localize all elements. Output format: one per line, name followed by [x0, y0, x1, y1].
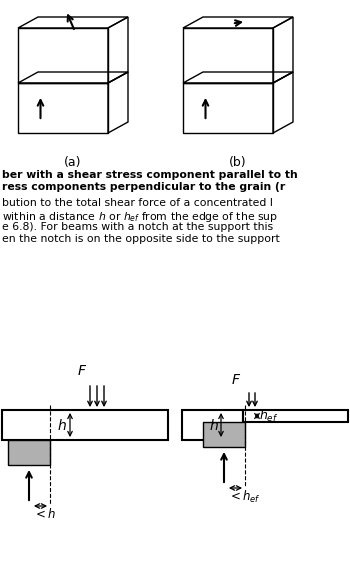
Text: bution to the total shear force of a concentrated l: bution to the total shear force of a con… [2, 198, 273, 208]
Text: ress components perpendicular to the grain (r: ress components perpendicular to the gra… [2, 182, 285, 192]
Text: $h_{ef}$: $h_{ef}$ [259, 408, 279, 424]
Text: en the notch is on the opposite side to the support: en the notch is on the opposite side to … [2, 234, 280, 244]
Bar [182, 410, 243, 440]
Bar [2, 410, 168, 440]
Text: $F$: $F$ [231, 373, 241, 387]
Bar [203, 422, 245, 447]
Bar [243, 410, 348, 422]
Text: (a): (a) [64, 156, 82, 169]
Text: (b): (b) [229, 156, 247, 169]
Text: ber with a shear stress component parallel to th: ber with a shear stress component parall… [2, 170, 298, 180]
Bar [8, 440, 50, 465]
Text: e 6.8). For beams with a notch at the support this: e 6.8). For beams with a notch at the su… [2, 222, 273, 232]
Text: $F$: $F$ [77, 364, 87, 378]
Text: $h$: $h$ [209, 417, 219, 433]
Text: $<h_{ef}$: $<h_{ef}$ [228, 489, 261, 505]
Text: $< h$: $< h$ [33, 507, 56, 521]
Text: within a distance $h$ or $h_{ef}$ from the edge of the sup: within a distance $h$ or $h_{ef}$ from t… [2, 210, 278, 224]
Text: $h$: $h$ [57, 417, 67, 433]
